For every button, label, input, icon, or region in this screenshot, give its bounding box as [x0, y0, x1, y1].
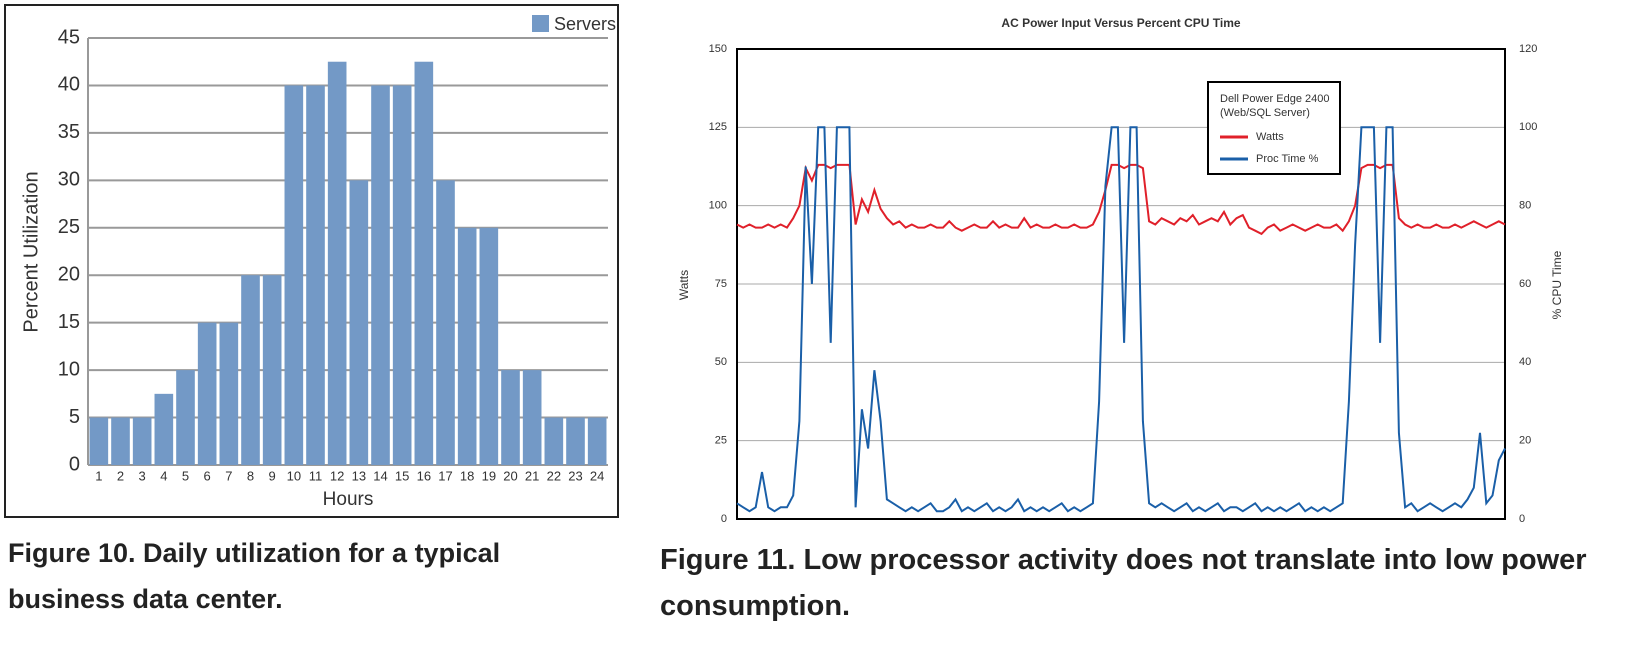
- caption: Figure 10. Daily utilization for a typic…: [8, 538, 501, 614]
- x-tick-label: 16: [417, 468, 431, 483]
- chart-title: AC Power Input Versus Percent CPU Time: [1001, 16, 1241, 30]
- y-tick-label: 75: [715, 278, 727, 290]
- bar: [566, 417, 585, 465]
- x-tick-label: 24: [590, 468, 604, 483]
- y-axis-label: Watts: [677, 270, 691, 300]
- y2-tick-label: 120: [1519, 43, 1537, 55]
- bar: [197, 322, 217, 465]
- y2-tick-label: 100: [1519, 121, 1537, 133]
- bar: [457, 227, 477, 465]
- x-tick-label: 23: [568, 468, 582, 483]
- chart-frame: [4, 4, 619, 518]
- x-tick-label: 15: [395, 468, 409, 483]
- bar: [349, 180, 369, 466]
- bar: [392, 85, 412, 465]
- x-tick-label: 22: [547, 468, 561, 483]
- bar: [176, 370, 195, 465]
- legend-title: Dell Power Edge 2400: [1220, 93, 1329, 105]
- y2-tick-label: 60: [1519, 278, 1531, 290]
- x-tick-label: 6: [204, 468, 211, 483]
- x-tick-label: 1: [95, 468, 102, 483]
- x-tick-label: 7: [225, 468, 232, 483]
- y-tick-label: 100: [709, 200, 727, 212]
- legend-label: Proc Time %: [1256, 153, 1319, 165]
- x-tick-label: 5: [182, 468, 189, 483]
- y-tick-label: 35: [58, 121, 80, 143]
- y-tick-label: 30: [58, 169, 80, 191]
- y-tick-label: 150: [709, 43, 727, 55]
- bar: [132, 417, 152, 465]
- bar: [154, 393, 174, 465]
- x-tick-label: 12: [330, 468, 344, 483]
- bar: [89, 417, 109, 465]
- x-tick-label: 10: [287, 468, 301, 483]
- y-tick-label: 50: [715, 356, 727, 368]
- x-tick-label: 11: [309, 468, 323, 483]
- y-tick-label: 10: [58, 358, 80, 380]
- y-tick-label: 20: [58, 264, 80, 286]
- y-axis-label: Percent Utilization: [20, 171, 42, 332]
- bar: [522, 370, 542, 465]
- bar: [371, 85, 390, 465]
- bar: [414, 61, 434, 465]
- y2-axis-label: % CPU Time: [1550, 250, 1564, 319]
- y-tick-label: 0: [69, 453, 80, 475]
- bar: [262, 275, 282, 465]
- y-tick-label: 0: [721, 513, 727, 525]
- bar: [219, 322, 239, 465]
- legend-title: (Web/SQL Server): [1220, 107, 1310, 119]
- x-tick-label: 21: [525, 468, 539, 483]
- x-tick-label: 2: [117, 468, 124, 483]
- x-tick-label: 19: [482, 468, 496, 483]
- legend-label: Servers: [554, 14, 616, 34]
- x-tick-label: 18: [460, 468, 474, 483]
- x-tick-label: 4: [160, 468, 167, 483]
- legend-label: Watts: [1256, 131, 1284, 143]
- y-tick-label: 45: [58, 26, 80, 48]
- bar: [327, 61, 347, 465]
- y-tick-label: 25: [58, 216, 80, 238]
- bar: [284, 85, 304, 465]
- line: [736, 163, 1506, 236]
- bar: [436, 180, 455, 466]
- x-axis-label: Hours: [323, 489, 374, 510]
- y-tick-label: 40: [58, 74, 80, 96]
- y2-tick-label: 0: [1519, 513, 1525, 525]
- plot-frame: [736, 48, 1506, 520]
- y-tick-label: 25: [715, 435, 727, 447]
- x-tick-label: 3: [139, 468, 146, 483]
- x-tick-label: 17: [438, 468, 452, 483]
- x-tick-label: 14: [373, 468, 387, 483]
- bar: [306, 85, 325, 465]
- y-tick-label: 5: [69, 406, 80, 428]
- bar: [587, 417, 607, 465]
- x-tick-label: 8: [247, 468, 254, 483]
- y-tick-label: 15: [58, 311, 80, 333]
- bar: [479, 227, 499, 465]
- caption: Figure 11. Low processor activity does n…: [660, 544, 1587, 622]
- y-tick-label: 125: [709, 121, 727, 133]
- y2-tick-label: 40: [1519, 356, 1531, 368]
- line: [736, 126, 1506, 513]
- bar: [111, 417, 130, 465]
- legend-swatch: [532, 15, 549, 32]
- x-tick-label: 13: [352, 468, 366, 483]
- y2-tick-label: 20: [1519, 435, 1531, 447]
- bar: [241, 275, 260, 465]
- bar: [501, 370, 520, 465]
- bar: [544, 417, 564, 465]
- x-tick-label: 20: [503, 468, 517, 483]
- y2-tick-label: 80: [1519, 200, 1531, 212]
- x-tick-label: 9: [269, 468, 276, 483]
